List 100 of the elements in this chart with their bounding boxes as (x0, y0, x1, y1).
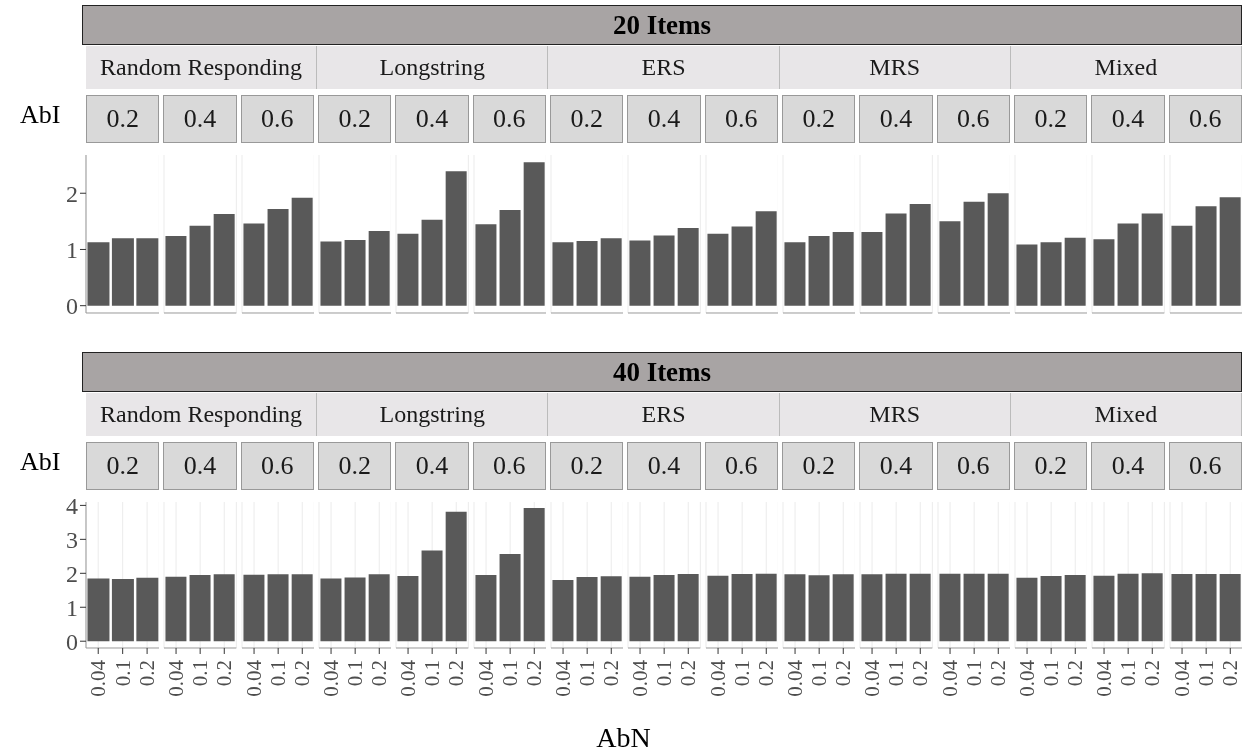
bar (136, 238, 159, 306)
x-tick-label: 0.1 (343, 660, 368, 687)
x-tick-label: 0.1 (729, 660, 754, 687)
bar (1117, 223, 1139, 306)
x-tick-label: 0.04 (551, 659, 576, 697)
bar (291, 574, 313, 642)
text: 0.2 (1014, 95, 1088, 143)
bar (1040, 576, 1062, 642)
x-tick-label: 0.04 (705, 659, 730, 697)
x-tick-label: 0.2 (289, 660, 314, 687)
x-tick-label: 0.1 (807, 660, 832, 687)
x-tick-label: 0.04 (1169, 659, 1194, 697)
text: 0.2 (318, 95, 392, 143)
bar (344, 239, 366, 306)
text: 0.4 (395, 95, 469, 143)
text: 0.4 (1091, 95, 1165, 143)
x-tick-label: 0.2 (599, 660, 624, 687)
bar (909, 573, 931, 642)
y-tick-label: 3 (66, 526, 78, 553)
bar (1064, 237, 1086, 306)
bar (189, 225, 211, 306)
text: Longstring (317, 46, 549, 89)
x-tick-label: 0.2 (676, 660, 701, 687)
x-tick-label: 0.2 (212, 660, 237, 687)
y-tick-label: 2 (66, 560, 78, 587)
bar (909, 203, 931, 306)
bar (499, 210, 521, 306)
x-tick-label: 0.1 (265, 660, 290, 687)
bar (677, 228, 699, 306)
x-tick-label: 0.2 (753, 660, 778, 687)
bar (755, 573, 777, 642)
x-tick-label: 0.2 (831, 660, 856, 687)
x-tick-label: 0.2 (1217, 660, 1242, 687)
text: 0.2 (1014, 442, 1088, 490)
text: Longstring (317, 393, 549, 436)
bar (629, 240, 651, 306)
x-tick-label: 0.04 (783, 659, 808, 697)
chart-title: 40 Items (82, 352, 1242, 392)
bar (731, 226, 753, 306)
text: 0.6 (472, 95, 546, 143)
bar (987, 193, 1009, 306)
text: 0.6 (1168, 95, 1242, 143)
bar (397, 576, 419, 642)
text: Mixed (1010, 46, 1242, 89)
x-tick-label: 0.1 (497, 660, 522, 687)
bar (87, 578, 110, 642)
bar (600, 238, 622, 306)
text: 0.4 (163, 95, 237, 143)
x-tick-label: 0.1 (575, 660, 600, 687)
bar (808, 575, 830, 642)
bar (165, 235, 187, 306)
y-tick-label: 0 (66, 293, 78, 320)
bar (808, 235, 830, 306)
x-tick-label: 0.1 (110, 660, 135, 687)
bar (987, 573, 1009, 642)
bar (1117, 573, 1139, 642)
bar (243, 574, 265, 642)
text: 0.4 (627, 95, 701, 143)
x-axis-title: AbN (595, 722, 652, 754)
text: 0.2 (550, 442, 624, 490)
bar (552, 580, 574, 642)
bar (963, 201, 985, 306)
bar (165, 576, 187, 642)
text: 0.6 (936, 95, 1010, 143)
x-tick-label: 0.2 (908, 660, 933, 687)
text: 0.2 (550, 95, 624, 143)
y-tick-label: 2 (66, 180, 78, 207)
bar (421, 219, 443, 306)
bar (885, 213, 907, 306)
bar (523, 162, 545, 306)
bar (189, 575, 211, 642)
text: Mixed (1010, 393, 1242, 436)
bar (344, 577, 366, 642)
x-tick-label: 0.04 (860, 659, 885, 697)
y-axis-title: AbI (20, 447, 61, 477)
x-tick-label: 0.04 (1092, 659, 1117, 697)
bar (600, 576, 622, 642)
x-tick-label: 0.1 (1193, 660, 1218, 687)
bar (111, 579, 134, 642)
text: 0.2 (782, 95, 856, 143)
bar (653, 575, 675, 642)
x-tick-label: 0.04 (937, 659, 962, 697)
text: 0.4 (859, 442, 933, 490)
bar (861, 574, 883, 642)
bar (885, 573, 907, 642)
text: 0.2 (86, 442, 160, 490)
chart-title: 20 Items (82, 5, 1242, 45)
x-tick-label: 0.2 (444, 660, 469, 687)
x-tick-label: 0.04 (396, 659, 421, 697)
bar (1064, 575, 1086, 642)
text: 0.4 (627, 442, 701, 490)
text: 0.4 (1091, 442, 1165, 490)
x-tick-label: 0.1 (1039, 660, 1064, 687)
bar (111, 238, 134, 306)
y-axis-title: AbI (20, 100, 61, 130)
bar (243, 223, 265, 306)
bar (653, 235, 675, 306)
text: 0.6 (240, 95, 314, 143)
bar (1141, 573, 1163, 642)
x-tick-label: 0.04 (241, 659, 266, 697)
